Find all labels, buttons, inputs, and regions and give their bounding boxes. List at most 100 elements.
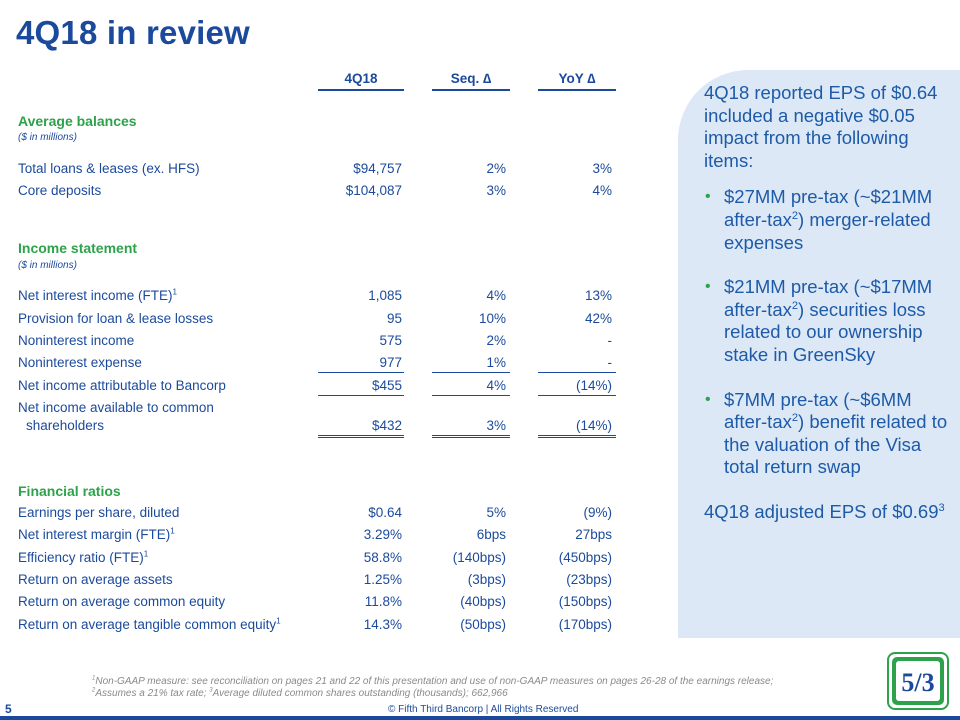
row-label-net-common-l2: shareholders [26, 418, 105, 433]
callout-adjusted-eps: 4Q18 adjusted EPS of $0.693 [704, 501, 954, 524]
value-noninterest-expense-4q18: 977 [379, 355, 402, 370]
section-unit-income-statement: ($ in millions) [18, 260, 77, 271]
footnote-line-2: 2Assumes a 21% tax rate; 3Average dilute… [92, 688, 773, 700]
row-label-roe: Return on average common equity [18, 594, 226, 609]
value-loans-yoy: 3% [592, 161, 612, 176]
subtotal-rule [318, 372, 404, 373]
value-noninterest-expense-seq: 1% [486, 355, 506, 370]
value-nim-4q18: 3.29% [363, 527, 402, 542]
subtotal-rule [538, 372, 616, 373]
callout-bullet-text: ) securities loss related to our ownersh… [724, 298, 926, 365]
row-label-noninterest-income: Noninterest income [18, 333, 135, 348]
callout-bullet-text: ) benefit related to the valuation of th… [724, 411, 948, 478]
callout-bullet-visa: $7MM pre-tax (~$6MM after-tax2) benefit … [704, 389, 954, 479]
total-double-rule [432, 435, 510, 438]
row-nii: Net interest income (FTE)1 [18, 288, 177, 303]
section-heading-income-statement: Income statement [18, 240, 138, 256]
value-nii-4q18: 1,085 [368, 288, 402, 303]
row-label-roa: Return on average assets [18, 572, 173, 587]
callout-adjusted-text: 4Q18 adjusted EPS of $0.69 [704, 500, 939, 522]
footnote-ref: 1 [170, 526, 175, 536]
callout-bullet-merger: $27MM pre-tax (~$21MM after-tax2) merger… [704, 186, 954, 254]
value-net-income-4q18: $455 [371, 378, 402, 393]
footnote-marker: 3 [209, 687, 213, 694]
value-roa-4q18: 1.25% [363, 572, 402, 587]
fifth-third-logo-icon: 5/3 [887, 652, 949, 710]
page-number: 5 [5, 702, 12, 716]
callout-list: $27MM pre-tax (~$21MM after-tax 2 ) merger… [704, 186, 954, 479]
value-efficiency-4q18: 58.8% [363, 550, 402, 565]
copyright: © Fifth Third Bancorp | All Rights Reser… [388, 704, 579, 715]
footnote-marker: 1 [92, 675, 96, 682]
callout-bullet-text: ) merger-related expenses [724, 208, 931, 253]
value-roe-4q18: 11.8% [364, 594, 402, 609]
callout-intro: 4Q18 reported EPS of $0.64 included a ne… [704, 82, 938, 171]
value-noninterest-income-4q18: 575 [379, 333, 402, 348]
total-double-rule [538, 435, 616, 438]
page-title: 4Q18 in review [16, 14, 250, 51]
callout-content: 4Q18 reported EPS of $0.64 included a ne… [704, 82, 954, 524]
value-net-common-4q18: $432 [371, 418, 402, 433]
value-rotce-seq: (50bps) [460, 617, 506, 632]
row-label-loans: Total loans & leases (ex. HFS) [18, 161, 200, 176]
value-net-income-yoy: (14%) [575, 378, 612, 393]
value-noninterest-income-seq: 2% [486, 333, 506, 348]
row-label-noninterest-expense: Noninterest expense [18, 355, 142, 370]
value-rotce-yoy: (170bps) [558, 617, 612, 632]
value-provision-yoy: 42% [584, 311, 612, 326]
value-net-common-yoy: (14%) [575, 418, 612, 433]
value-deposits-4q18: $104,087 [345, 183, 402, 198]
footnotes: 1Non-GAAP measure: see reconciliation on… [92, 676, 773, 700]
value-eps-seq: 5% [486, 505, 506, 520]
row-label-nim: Net interest margin (FTE) [18, 527, 171, 542]
footnote-ref: 3 [938, 501, 945, 514]
value-rotce-4q18: 14.3% [363, 617, 402, 632]
row-rotce: Return on average tangible common equity… [18, 617, 281, 632]
column-header-4q18: 4Q18 [318, 71, 404, 91]
footnote-text: Average diluted common shares outstandin… [212, 688, 508, 699]
row-label-net-income: Net income attributable to Bancorp [18, 378, 226, 393]
row-label-nii: Net interest income (FTE) [18, 288, 173, 303]
section-heading-average-balances: Average balances [18, 113, 137, 129]
value-deposits-seq: 3% [486, 183, 506, 198]
value-efficiency-seq: (140bps) [452, 550, 506, 565]
column-header-yoy: YoY ∆ [538, 71, 616, 91]
row-label-eps: Earnings per share, diluted [18, 505, 180, 520]
footnote-ref: 1 [143, 549, 149, 559]
callout-bullet-securities: $21MM pre-tax (~$17MM after-tax2) securi… [704, 276, 954, 366]
value-roe-yoy: (150bps) [558, 594, 612, 609]
value-eps-yoy: (9%) [583, 505, 612, 520]
bottom-rule [0, 716, 960, 720]
total-double-rule [318, 435, 404, 438]
footnote-text: Non-GAAP measure: see reconciliation on … [95, 676, 774, 687]
row-label-deposits: Core deposits [18, 183, 102, 198]
value-roa-yoy: (23bps) [566, 572, 612, 587]
subtotal-rule [432, 395, 510, 396]
callout-bullet-text: $21MM pre-tax (~$17MM after-tax [724, 276, 933, 320]
value-roe-seq: (40bps) [460, 594, 506, 609]
value-noninterest-expense-yoy: - [607, 355, 613, 370]
callout-bullet-text: $27MM pre-tax (~$21MM after-tax [724, 186, 933, 230]
footnote-line-1: 1Non-GAAP measure: see reconciliation on… [92, 676, 773, 688]
value-nim-seq: 6bps [476, 527, 506, 542]
value-deposits-yoy: 4% [592, 183, 612, 198]
value-provision-4q18: 95 [386, 311, 402, 326]
value-noninterest-income-yoy: - [607, 333, 613, 348]
column-header-seq: Seq. ∆ [432, 71, 510, 91]
value-loans-4q18: $94,757 [353, 161, 402, 176]
row-nim: Net interest margin (FTE)1 [18, 527, 175, 542]
subtotal-rule [538, 395, 616, 396]
row-label-net-common-l1: Net income available to common [18, 400, 214, 415]
value-nii-seq: 4% [486, 288, 506, 303]
callout-bullet-text: $7MM pre-tax (~$6MM after-tax [724, 388, 912, 433]
value-loans-seq: 2% [486, 161, 506, 176]
value-efficiency-yoy: (450bps) [558, 550, 612, 565]
row-label-provision: Provision for loan & lease losses [18, 311, 214, 326]
footnote-ref: 2 [791, 411, 799, 424]
footnote-text: Assumes a 21% tax rate; [95, 688, 210, 699]
logo-text: 5/3 [901, 668, 934, 697]
value-nim-yoy: 27bps [575, 527, 612, 542]
value-net-common-seq: 3% [486, 418, 506, 433]
section-unit-average-balances: ($ in millions) [18, 132, 77, 143]
